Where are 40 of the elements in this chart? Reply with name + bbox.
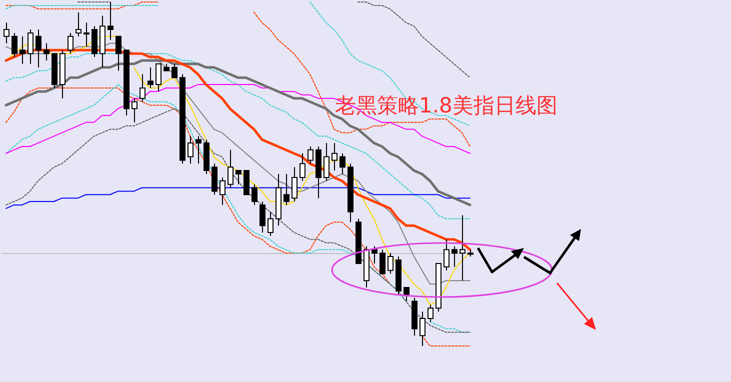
candlestick bbox=[156, 63, 162, 92]
candlestick bbox=[260, 201, 266, 233]
candlestick bbox=[308, 146, 314, 164]
candlestick bbox=[372, 246, 378, 264]
candlestick bbox=[252, 184, 258, 206]
candlestick bbox=[36, 29, 42, 68]
candlestick bbox=[460, 214, 466, 282]
candlestick bbox=[444, 238, 450, 271]
candlestick bbox=[236, 170, 242, 185]
candlestick bbox=[12, 32, 18, 58]
candlestick bbox=[452, 246, 458, 268]
candlestick bbox=[28, 29, 34, 64]
candlestick bbox=[4, 22, 10, 44]
candlestick bbox=[268, 211, 274, 236]
candlestick bbox=[148, 66, 154, 88]
candlestick bbox=[284, 174, 290, 206]
candlestick bbox=[332, 142, 338, 172]
candlestick bbox=[420, 311, 426, 346]
candlestick bbox=[68, 32, 74, 54]
candlestick bbox=[84, 22, 90, 48]
candlestick bbox=[228, 149, 234, 188]
candlestick bbox=[172, 63, 178, 78]
candlestick bbox=[196, 136, 202, 164]
candlestick bbox=[340, 152, 346, 174]
candlestick bbox=[76, 12, 82, 37]
candlestick bbox=[428, 304, 434, 322]
candlestick bbox=[188, 136, 194, 164]
candlestick bbox=[300, 152, 306, 182]
candlestick bbox=[140, 74, 146, 102]
candlestick bbox=[20, 36, 26, 64]
candlestick bbox=[116, 36, 122, 72]
candlestick bbox=[220, 176, 226, 206]
candlestick bbox=[324, 142, 330, 182]
candlestick bbox=[132, 98, 138, 123]
candlestick bbox=[292, 166, 298, 202]
candlestick bbox=[380, 249, 386, 274]
candlestick bbox=[44, 42, 50, 61]
candlestick bbox=[108, 2, 114, 40]
candlestick bbox=[388, 252, 394, 274]
candlestick bbox=[404, 287, 410, 302]
